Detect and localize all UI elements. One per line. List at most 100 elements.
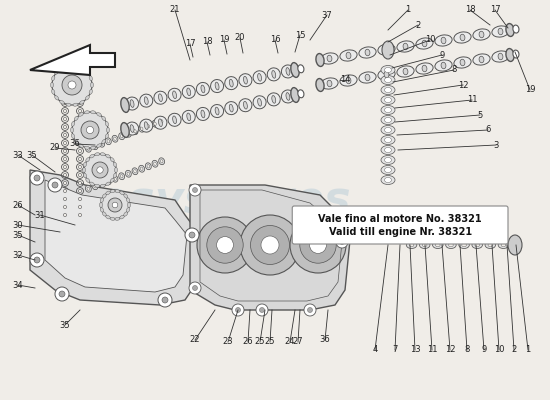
Ellipse shape bbox=[435, 35, 452, 46]
Ellipse shape bbox=[291, 63, 299, 77]
Text: 21: 21 bbox=[170, 6, 180, 14]
Ellipse shape bbox=[79, 144, 83, 147]
Ellipse shape bbox=[100, 153, 105, 156]
Ellipse shape bbox=[83, 173, 86, 178]
Ellipse shape bbox=[140, 167, 143, 170]
Text: 25: 25 bbox=[265, 338, 275, 346]
Ellipse shape bbox=[513, 50, 519, 58]
Ellipse shape bbox=[120, 215, 124, 219]
Ellipse shape bbox=[257, 74, 261, 81]
Circle shape bbox=[339, 240, 344, 244]
Ellipse shape bbox=[97, 113, 101, 116]
Ellipse shape bbox=[506, 24, 514, 36]
Text: 17: 17 bbox=[490, 6, 500, 14]
Ellipse shape bbox=[479, 31, 484, 38]
Ellipse shape bbox=[267, 68, 280, 81]
Ellipse shape bbox=[365, 74, 370, 81]
Ellipse shape bbox=[187, 113, 191, 121]
Ellipse shape bbox=[381, 76, 395, 84]
Ellipse shape bbox=[397, 66, 414, 77]
Ellipse shape bbox=[384, 98, 392, 102]
Ellipse shape bbox=[145, 123, 151, 130]
Ellipse shape bbox=[132, 128, 138, 135]
Ellipse shape bbox=[201, 110, 205, 118]
Ellipse shape bbox=[97, 144, 101, 147]
Ellipse shape bbox=[63, 101, 67, 105]
Ellipse shape bbox=[381, 116, 395, 124]
Ellipse shape bbox=[397, 41, 414, 52]
Ellipse shape bbox=[485, 242, 496, 248]
Text: Valid till engine Nr. 38321: Valid till engine Nr. 38321 bbox=[328, 228, 472, 238]
Ellipse shape bbox=[147, 164, 150, 168]
Ellipse shape bbox=[460, 59, 465, 66]
Ellipse shape bbox=[79, 93, 81, 97]
Circle shape bbox=[307, 308, 312, 312]
Text: Vale fino al motore No. 38321: Vale fino al motore No. 38321 bbox=[318, 214, 482, 224]
Ellipse shape bbox=[422, 243, 427, 247]
Ellipse shape bbox=[105, 134, 108, 138]
Polygon shape bbox=[45, 180, 187, 292]
Ellipse shape bbox=[85, 96, 89, 100]
Text: 2: 2 bbox=[415, 20, 421, 30]
Ellipse shape bbox=[381, 146, 395, 154]
Ellipse shape bbox=[282, 90, 294, 103]
Ellipse shape bbox=[100, 142, 103, 146]
Ellipse shape bbox=[384, 168, 392, 172]
Ellipse shape bbox=[144, 122, 148, 130]
Ellipse shape bbox=[365, 49, 370, 56]
Circle shape bbox=[34, 175, 40, 181]
Text: 11: 11 bbox=[427, 346, 437, 354]
Ellipse shape bbox=[102, 194, 106, 198]
Circle shape bbox=[86, 126, 94, 134]
Ellipse shape bbox=[211, 104, 224, 118]
Ellipse shape bbox=[462, 243, 466, 247]
Ellipse shape bbox=[513, 25, 519, 33]
Ellipse shape bbox=[102, 140, 106, 144]
Ellipse shape bbox=[435, 60, 452, 71]
Ellipse shape bbox=[321, 78, 338, 89]
Ellipse shape bbox=[139, 165, 145, 172]
Circle shape bbox=[207, 227, 243, 263]
Ellipse shape bbox=[100, 182, 103, 186]
Ellipse shape bbox=[154, 91, 167, 104]
Ellipse shape bbox=[79, 150, 81, 152]
Ellipse shape bbox=[63, 93, 67, 97]
Circle shape bbox=[192, 286, 197, 290]
Text: 29: 29 bbox=[50, 144, 60, 152]
Ellipse shape bbox=[85, 145, 91, 152]
Ellipse shape bbox=[119, 173, 125, 180]
Ellipse shape bbox=[126, 198, 130, 203]
Ellipse shape bbox=[384, 68, 392, 72]
Ellipse shape bbox=[99, 180, 104, 187]
Ellipse shape bbox=[267, 93, 280, 106]
Ellipse shape bbox=[100, 198, 103, 203]
Ellipse shape bbox=[95, 184, 100, 187]
Circle shape bbox=[108, 198, 122, 212]
Ellipse shape bbox=[298, 65, 304, 73]
Polygon shape bbox=[190, 185, 350, 310]
Ellipse shape bbox=[479, 56, 484, 63]
Ellipse shape bbox=[107, 180, 109, 183]
Ellipse shape bbox=[106, 191, 111, 195]
Ellipse shape bbox=[91, 82, 94, 88]
Ellipse shape bbox=[112, 175, 118, 182]
Ellipse shape bbox=[384, 138, 392, 142]
Circle shape bbox=[256, 304, 268, 316]
Circle shape bbox=[34, 257, 40, 263]
Ellipse shape bbox=[327, 80, 332, 87]
Ellipse shape bbox=[282, 65, 294, 78]
Ellipse shape bbox=[173, 116, 177, 124]
Ellipse shape bbox=[80, 100, 84, 104]
Ellipse shape bbox=[80, 66, 84, 70]
Ellipse shape bbox=[473, 54, 490, 65]
Ellipse shape bbox=[244, 76, 248, 84]
Ellipse shape bbox=[85, 70, 89, 74]
Ellipse shape bbox=[381, 96, 395, 104]
Ellipse shape bbox=[381, 106, 395, 114]
Ellipse shape bbox=[87, 187, 90, 190]
Ellipse shape bbox=[460, 34, 465, 41]
Circle shape bbox=[68, 81, 76, 89]
Text: 10: 10 bbox=[494, 346, 504, 354]
Ellipse shape bbox=[161, 120, 163, 123]
Circle shape bbox=[84, 154, 116, 186]
